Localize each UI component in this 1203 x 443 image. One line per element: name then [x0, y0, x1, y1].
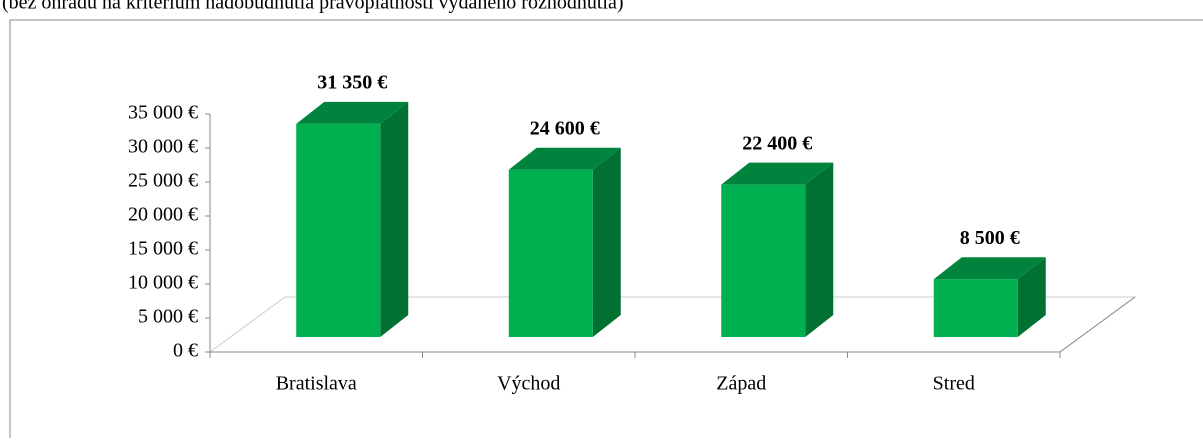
bar-side [805, 162, 834, 337]
y-tick-label: 0 € [173, 340, 198, 362]
bar-side [1017, 257, 1046, 337]
y-tick-label: 30 000 € [128, 136, 198, 158]
bar-top [508, 147, 621, 170]
data-label: 31 350 € [317, 71, 387, 93]
bar-side [380, 101, 409, 337]
x-tick-label: Západ [716, 373, 766, 395]
data-label: 8 500 € [960, 227, 1020, 249]
data-label: 24 600 € [530, 117, 600, 139]
bar [508, 169, 593, 337]
bar-top [721, 162, 834, 185]
y-tick-label: 15 000 € [128, 238, 198, 260]
bar-side [592, 147, 621, 337]
bar-top [933, 257, 1046, 280]
y-tick-label: 5 000 € [138, 306, 198, 328]
bar [721, 184, 806, 337]
floor-edge [1059, 296, 1136, 353]
y-tick-label: 35 000 € [128, 102, 198, 124]
bar [933, 279, 1018, 337]
chart-subtitle: (bez ohradu na kritérium nadobudnutia pr… [2, 0, 623, 14]
y-tick-label: 10 000 € [128, 272, 198, 294]
bar [296, 123, 381, 337]
x-tick-label: Bratislava [276, 373, 357, 395]
y-tick-label: 20 000 € [128, 204, 198, 226]
bar-top [296, 101, 409, 124]
y-tick-label: 25 000 € [128, 170, 198, 192]
x-tick-label: Stred [933, 373, 975, 395]
data-label: 22 400 € [742, 132, 812, 154]
x-tick-label: Východ [497, 373, 560, 395]
chart-frame [9, 19, 1203, 443]
